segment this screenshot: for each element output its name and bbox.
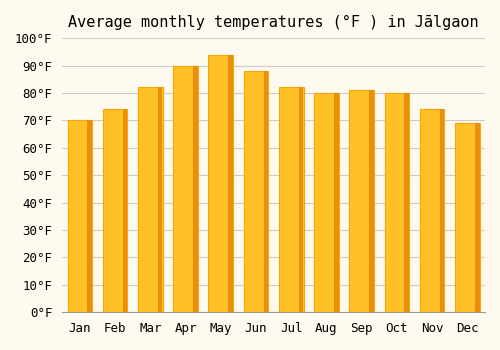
Bar xyxy=(404,93,409,312)
Bar xyxy=(384,93,409,312)
Bar xyxy=(279,88,303,312)
Bar xyxy=(68,120,92,312)
Bar xyxy=(88,120,92,312)
Bar xyxy=(228,55,233,312)
Bar xyxy=(173,65,198,312)
Bar xyxy=(208,55,233,312)
Bar xyxy=(122,110,127,312)
Bar xyxy=(475,123,480,312)
Bar xyxy=(350,90,374,312)
Title: Average monthly temperatures (°F ) in Jālgaon: Average monthly temperatures (°F ) in Jā… xyxy=(68,15,479,30)
Bar xyxy=(334,93,338,312)
Bar xyxy=(420,110,444,312)
Bar xyxy=(314,93,339,312)
Bar xyxy=(158,88,162,312)
Bar xyxy=(138,88,162,312)
Bar xyxy=(244,71,268,312)
Bar xyxy=(370,90,374,312)
Bar xyxy=(299,88,304,312)
Bar xyxy=(193,65,198,312)
Bar xyxy=(455,123,479,312)
Bar xyxy=(440,110,444,312)
Bar xyxy=(102,110,128,312)
Bar xyxy=(264,71,268,312)
